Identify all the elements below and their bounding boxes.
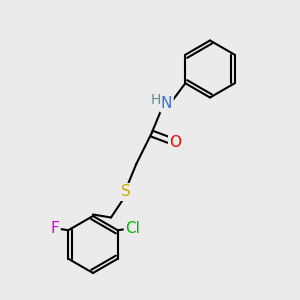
Text: H: H — [151, 93, 161, 107]
Text: S: S — [121, 184, 131, 200]
Text: O: O — [169, 135, 181, 150]
Text: F: F — [50, 221, 59, 236]
Text: N: N — [161, 96, 172, 111]
Text: Cl: Cl — [125, 221, 140, 236]
